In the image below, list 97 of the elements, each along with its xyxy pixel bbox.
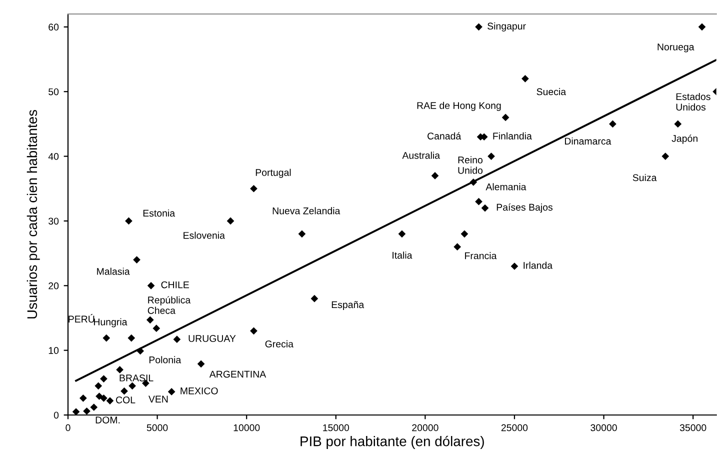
annotation: Finlandia — [493, 132, 532, 140]
point — [152, 324, 160, 332]
point — [460, 230, 468, 238]
annotation: RAE de Hong Kong — [417, 102, 501, 111]
annotation: Portugal — [256, 168, 291, 178]
x-tick-label: 30000 — [590, 424, 617, 432]
y-tick-label: 40 — [48, 153, 59, 160]
annotation: Malasia — [97, 268, 130, 275]
annotation: Dinamarca — [564, 137, 612, 145]
point — [197, 360, 205, 368]
point — [100, 375, 108, 382]
point — [475, 198, 482, 206]
annotation: Grecia — [265, 340, 294, 348]
point — [100, 394, 108, 402]
annotation: Hungria — [94, 318, 128, 328]
x-axis-title: PIB por habitante (en dólares) — [300, 436, 484, 449]
x-tick-label: 0 — [66, 424, 70, 432]
annotation: CHILE — [161, 281, 189, 288]
annotation: Polonia — [149, 356, 182, 364]
point — [168, 388, 176, 396]
point — [106, 397, 114, 404]
point — [250, 327, 258, 335]
point — [80, 394, 87, 402]
point — [310, 294, 318, 302]
annotation: BRASIL — [120, 374, 154, 382]
annotation: Francia — [465, 252, 497, 260]
point — [609, 120, 616, 128]
point — [698, 23, 706, 31]
y-tick-label: 10 — [48, 347, 59, 354]
annotation: España — [332, 301, 364, 310]
point — [136, 347, 144, 355]
annotation: Irlanda — [524, 262, 553, 269]
point — [481, 204, 489, 212]
annotation: Singapur — [488, 22, 526, 32]
y-tick-label: 50 — [48, 88, 59, 96]
annotation: VEN — [148, 396, 168, 402]
point — [90, 404, 98, 411]
point — [128, 382, 136, 390]
point — [522, 75, 529, 82]
point — [146, 316, 154, 324]
point — [431, 172, 439, 180]
x-tick-label: 25000 — [501, 424, 528, 432]
annotation: ARGENTINA — [209, 370, 266, 378]
annotation: Japón — [672, 134, 698, 144]
annotation: Suiza — [632, 174, 657, 182]
point — [128, 334, 136, 342]
point — [488, 152, 495, 160]
x-tick-label: 35000 — [680, 424, 706, 432]
point — [502, 114, 510, 122]
x-tick-label: 15000 — [323, 424, 350, 432]
y-tick-label: 60 — [48, 24, 59, 31]
annotation: Estonia — [143, 209, 176, 217]
point — [250, 184, 258, 192]
annotation: Alemania — [486, 183, 526, 190]
point — [94, 382, 102, 390]
annotation: Canadá — [428, 132, 462, 140]
point — [83, 407, 90, 415]
annotation: Italia — [392, 252, 412, 259]
point — [116, 366, 124, 374]
point — [470, 178, 478, 186]
point — [125, 217, 132, 225]
point — [510, 262, 518, 270]
annotation: DOM. — [96, 416, 120, 424]
y-tick-label: 30 — [48, 218, 59, 225]
x-tick-label: 20000 — [412, 424, 438, 432]
annotation: República Checa — [148, 296, 191, 314]
y-tick-label: 20 — [48, 282, 59, 290]
annotation: Australia — [402, 152, 440, 159]
point — [120, 387, 128, 395]
y-tick-label: 0 — [54, 412, 59, 419]
annotation: PERÚ — [68, 314, 94, 323]
x-tick-label: 10000 — [234, 424, 260, 432]
point — [72, 408, 80, 415]
annotation: Suecia — [536, 88, 566, 96]
point — [96, 392, 103, 400]
x-tick-label: 5000 — [146, 424, 168, 432]
point — [147, 282, 155, 290]
point — [674, 120, 682, 128]
point — [298, 230, 306, 238]
point — [662, 152, 670, 160]
annotation: COL — [116, 396, 136, 404]
point — [173, 336, 181, 343]
annotation: Nueva Zelandia — [272, 207, 340, 214]
annotation: MEXICO — [180, 387, 218, 394]
annotation: Eslovenia — [184, 232, 225, 239]
annotation: URUGUAY — [188, 335, 236, 342]
annotation: Reino Unido — [458, 156, 483, 174]
point — [475, 23, 482, 31]
point — [102, 334, 110, 342]
point — [454, 243, 461, 251]
point — [133, 256, 140, 264]
annotation: Estados Unidos — [676, 92, 710, 111]
y-axis-title: Usuarios por cada cien habitantes — [26, 110, 40, 318]
point — [398, 230, 406, 238]
annotation: Noruega — [658, 44, 694, 52]
point — [226, 217, 234, 225]
annotation: Países Bajos — [496, 203, 553, 213]
